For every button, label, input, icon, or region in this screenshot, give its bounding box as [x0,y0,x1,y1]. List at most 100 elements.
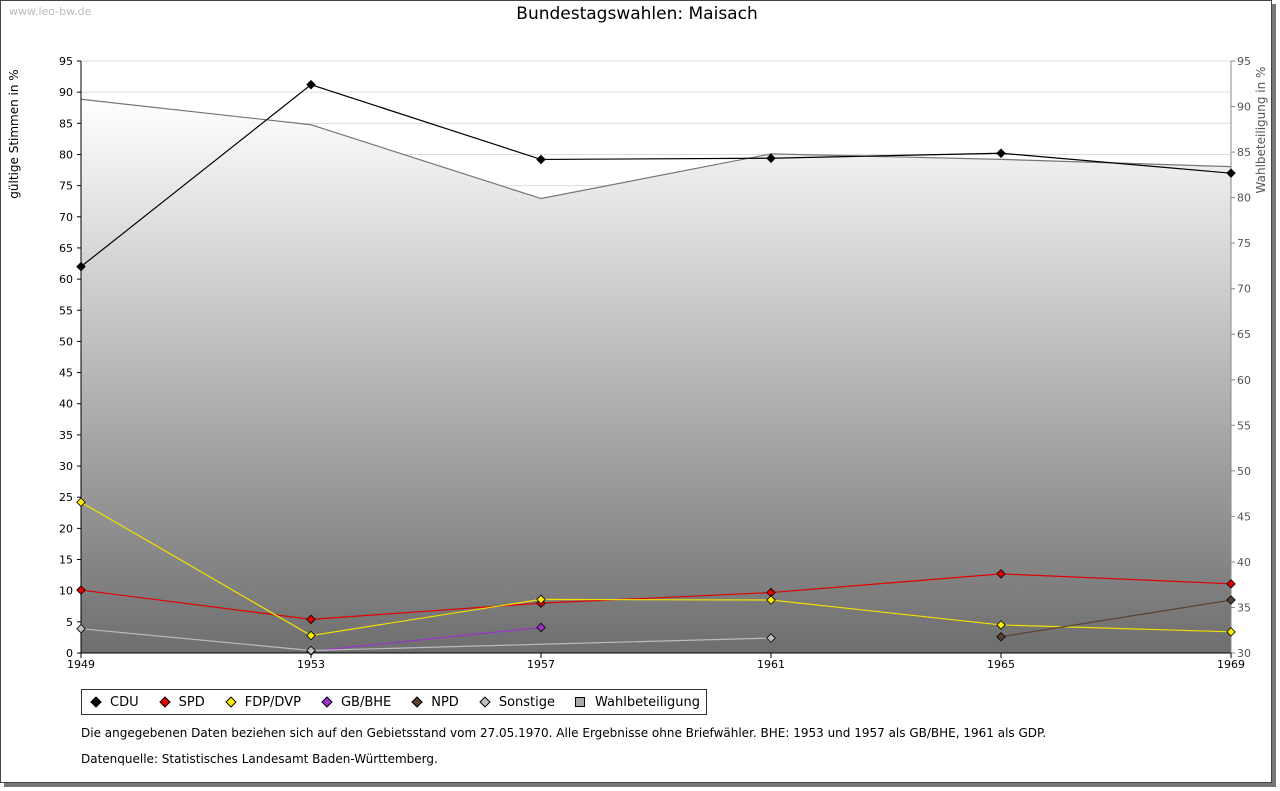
left-tick-label: 65 [59,242,73,255]
data-point-spd [306,614,316,625]
right-tick-label: 90 [1237,101,1251,114]
legend-label: CDU [110,694,139,710]
right-tick-label: 35 [1237,601,1251,614]
left-tick-label: 75 [59,180,73,193]
data-point-cdu [996,148,1006,158]
watermark: www.leo-bw.de [9,5,92,18]
legend-marker-icon [90,696,102,708]
legend-label: GB/BHE [340,694,392,710]
turnout-area [80,98,1232,653]
legend-label: FDP/DVP [244,694,301,710]
footnote-datenquelle: Datenquelle: Statistisches Landesamt Bad… [81,752,438,766]
left-tick-label: 0 [66,647,73,660]
y-axis-label: gültige Stimmen in % [7,69,21,198]
left-tick-label: 10 [59,585,73,598]
legend-item-sonstige[interactable]: Sonstige [477,695,555,710]
turnout-area-fill [81,99,1231,653]
legend-marker-icon [411,696,423,708]
data-point-fdpdvp [996,620,1006,630]
series-line-gbbhe [310,626,542,652]
right-tick-label: 80 [1237,192,1251,205]
data-point-sonstige [76,623,86,634]
legend-item-spd[interactable]: SPD [157,695,205,710]
data-point-cdu [766,153,776,163]
left-tick-label: 45 [59,367,73,380]
legend-marker-icon [321,696,333,708]
right-tick-label: 60 [1237,374,1251,387]
data-point-sonstige [306,645,316,656]
legend-item-gb-bhe[interactable]: GB/BHE [319,695,391,710]
left-tick-label: 40 [59,398,73,411]
data-point-cdu [536,154,546,165]
left-tick-label: 95 [59,55,73,68]
data-point-sonstige [766,633,776,643]
left-tick-label: 30 [59,460,73,473]
legend-box-icon [575,697,585,707]
left-tick-label: 80 [59,148,73,161]
legend-item-cdu[interactable]: CDU [88,695,139,710]
y2-axis-label: Wahlbeteiligung in % [1254,67,1268,194]
legend-item-npd[interactable]: NPD [409,695,459,710]
right-tick-label: 70 [1237,283,1251,296]
series-line-cdu [80,84,1232,268]
legend-label: NPD [431,694,459,710]
series-points [76,79,1236,656]
legend-marker-icon [158,696,171,708]
legend-marker-icon [225,696,237,708]
series-line-spd [80,573,1232,620]
series-lines [80,84,1232,652]
left-tick-label: 90 [59,86,73,99]
data-point-npd [1226,595,1236,605]
left-tick-label: 55 [59,304,73,317]
right-tick-label: 85 [1237,146,1251,159]
data-point-gbbhe [536,622,546,633]
footnote-gebietsstand: Die angegebenen Daten beziehen sich auf … [81,726,1047,740]
right-tick-label: 40 [1237,556,1251,569]
data-point-fdpdvp [306,630,316,641]
right-tick-label: 55 [1237,419,1251,432]
legend-item-fdp-dvp[interactable]: FDP/DVP [223,695,301,710]
legend-label: SPD [178,694,205,710]
data-point-cdu [1226,168,1236,178]
left-tick-label: 20 [59,522,73,535]
legend-label: Sonstige [498,694,555,710]
x-tick-label: 1953 [297,658,325,671]
data-point-fdpdvp [536,594,546,605]
data-point-cdu [76,261,86,272]
series-line-npd [1000,599,1232,638]
right-tick-label: 30 [1237,647,1251,660]
left-tick-label: 15 [59,554,73,567]
chart-title: Bundestagswahlen: Maisach [516,4,758,24]
data-point-cdu [306,79,316,90]
left-tick-label: 60 [59,273,73,286]
x-tick-label: 1969 [1217,658,1245,671]
legend-item-wahlbeteiligung[interactable]: Wahlbeteiligung [573,695,700,710]
right-tick-label: 75 [1237,237,1251,250]
left-tick-label: 50 [59,335,73,348]
right-axis-ticks: 30 35 40 45 50 55 60 65 70 75 80 85 90 95 [1231,55,1251,660]
turnout-line [80,98,1232,200]
x-axis-ticks: 1949 1953 1957 1961 1965 1969 [67,653,1245,671]
line-chart: 0 5 10 15 20 25 30 35 40 45 50 55 60 65 70 75 80 85 90 95 3… [7,55,1268,671]
data-point-fdpdvp [76,497,86,507]
right-tick-label: 65 [1237,328,1251,341]
x-tick-label: 1949 [67,658,95,671]
left-tick-label: 70 [59,211,73,224]
data-point-spd [996,569,1006,579]
x-tick-label: 1961 [757,658,785,671]
series-line-fdpdvp [80,501,1232,637]
data-point-spd [1226,579,1236,589]
left-tick-label: 85 [59,117,73,130]
left-axis-ticks: 0 5 10 15 20 25 30 35 40 45 50 55 60 65 70 75 80 85 90 95 [59,55,81,660]
left-tick-label: 25 [59,491,73,504]
legend-label: Wahlbeteiligung [595,694,701,710]
left-tick-label: 5 [66,616,73,629]
legend-marker-icon [479,696,491,708]
axes [80,61,1232,654]
data-point-npd [996,632,1006,642]
legend: CDU SPD FDP/DVP GB/BHE NPD Sonstige Wahl… [81,689,708,715]
data-point-fdpdvp [1226,627,1236,637]
x-tick-label: 1957 [527,658,555,671]
data-point-spd [76,585,86,595]
